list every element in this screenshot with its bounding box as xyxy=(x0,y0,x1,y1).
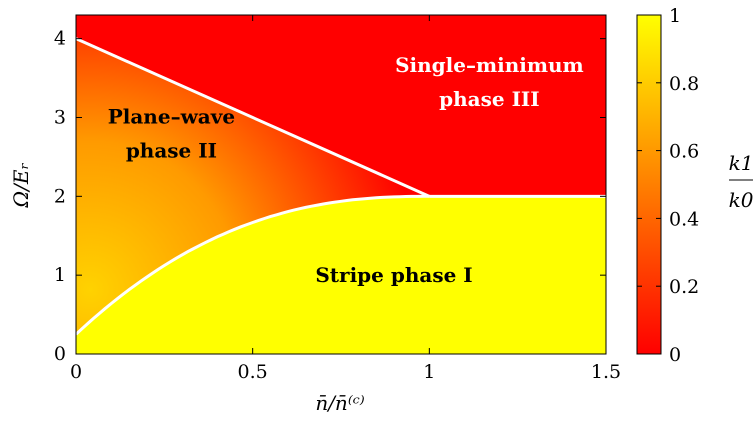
colorbar: 0 0.2 0.4 0.6 0.8 1 k1 k0 xyxy=(636,5,754,366)
phase2-label-line1: Plane–wave xyxy=(108,104,235,128)
y-axis-ticks: 0 1 2 3 4 xyxy=(54,28,606,365)
plot-frame xyxy=(75,14,607,355)
plot-area xyxy=(74,14,607,355)
y-tick-label: 4 xyxy=(54,28,66,50)
colorbar-tick-label: 0.6 xyxy=(669,141,699,163)
x-axis-label: n̄/n̄⁽ᶜ⁾ xyxy=(315,391,364,415)
phase3-label-line2: phase III xyxy=(439,87,540,111)
y-axis-label: Ω/Eᵣ xyxy=(9,163,33,209)
colorbar-tick-label: 0 xyxy=(669,344,681,366)
colorbar-tick-label: 0.8 xyxy=(669,73,699,95)
colorbar-tick-label: 0.2 xyxy=(669,276,699,298)
phase-annotations: Stripe phase I Plane–wave phase II Single–m… xyxy=(108,53,584,287)
x-tick-label: 1.5 xyxy=(591,361,621,383)
boundary-curve-lower xyxy=(74,194,430,336)
phase-i-region xyxy=(76,196,606,354)
phase3-label-line1: Single–minimum xyxy=(395,53,584,77)
colorbar-tick-label: 1 xyxy=(669,5,681,27)
phase-ii-region xyxy=(76,38,430,335)
x-tick-label: 1 xyxy=(423,361,435,383)
colorbar-ticks: 0 0.2 0.4 0.6 0.8 1 xyxy=(637,5,699,366)
y-tick-label: 0 xyxy=(54,343,66,365)
x-axis-ticks: 0 0.5 1 1.5 xyxy=(70,15,621,383)
y-tick-label: 2 xyxy=(54,185,66,207)
colorbar-gradient xyxy=(636,14,662,355)
y-tick-label: 3 xyxy=(54,106,66,128)
colorbar-label-denominator: k0 xyxy=(729,188,754,212)
phase1-label-line1: Stripe phase I xyxy=(315,263,472,287)
colorbar-tick-label: 0.4 xyxy=(669,208,699,230)
x-tick-label: 0.5 xyxy=(238,361,268,383)
x-tick-label: 0 xyxy=(70,361,82,383)
y-tick-label: 1 xyxy=(54,264,66,286)
boundary-line-upper xyxy=(75,37,430,198)
colorbar-label-numerator: k1 xyxy=(729,151,754,175)
phase2-label-line2: phase II xyxy=(126,138,217,162)
